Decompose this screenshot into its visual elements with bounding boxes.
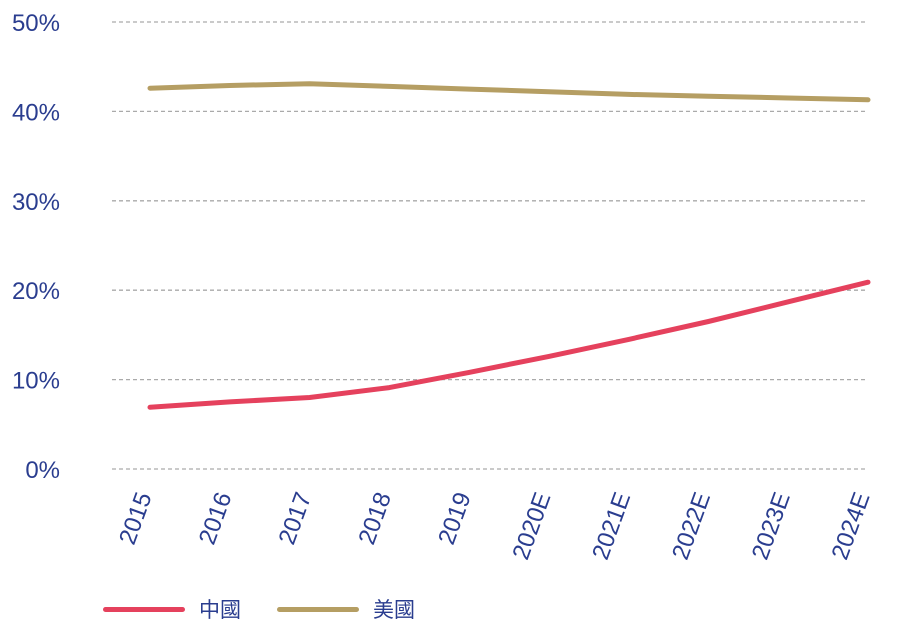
x-tick-label: 2024E xyxy=(827,489,876,563)
x-tick-label: 2021E xyxy=(587,489,636,563)
y-tick-label: 40% xyxy=(12,99,60,126)
legend-swatch-china xyxy=(103,606,185,612)
x-tick-label: 2018 xyxy=(353,489,397,548)
legend-item-usa: 美國 xyxy=(277,594,415,624)
x-tick-label: 2020E xyxy=(507,489,556,563)
y-tick-label: 50% xyxy=(12,10,60,37)
y-tick-label: 0% xyxy=(25,457,60,484)
line-chart: 0%10%20%30%40%50% 2015 2016 2017 2018 2019 20… xyxy=(12,10,876,563)
x-tick-label: 2016 xyxy=(194,489,238,548)
y-tick-label: 10% xyxy=(12,368,60,395)
x-tick-label: 2017 xyxy=(274,489,318,548)
x-axis-ticks: 2015 2016 2017 2018 2019 2020E 2021E 2022E 2023E… xyxy=(114,489,876,563)
y-tick-label: 30% xyxy=(12,189,60,216)
legend-item-china: 中國 xyxy=(103,594,241,624)
x-tick-label: 2023E xyxy=(747,489,796,563)
x-tick-label: 2022E xyxy=(667,489,716,563)
legend-label-china: 中國 xyxy=(199,598,241,622)
x-tick-label: 2015 xyxy=(114,489,158,548)
series-line-0 xyxy=(147,279,871,410)
x-tick-label: 2019 xyxy=(433,489,477,548)
series-line-1 xyxy=(147,81,871,103)
grid-lines xyxy=(112,21,868,470)
legend-label-usa: 美國 xyxy=(373,598,415,622)
y-axis-ticks: 0% 10% 20% 30% 40% 50% xyxy=(12,10,60,484)
legend-swatch-usa xyxy=(277,606,359,612)
series-lines xyxy=(147,81,871,410)
y-tick-label: 20% xyxy=(12,278,60,305)
legend: 中國 美國 xyxy=(103,594,451,624)
